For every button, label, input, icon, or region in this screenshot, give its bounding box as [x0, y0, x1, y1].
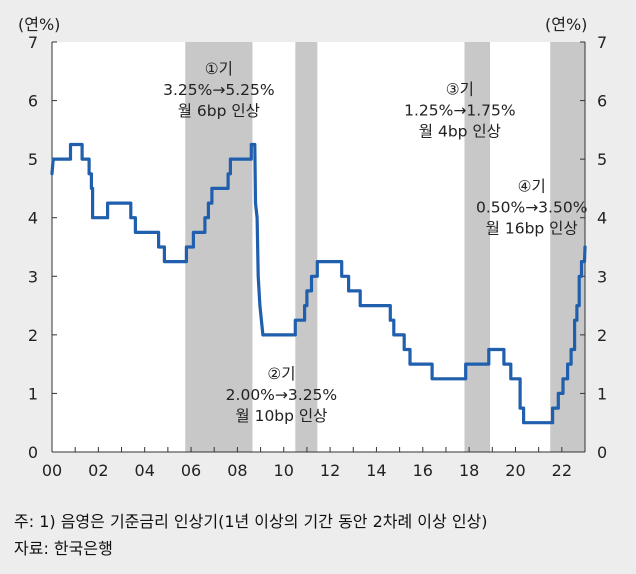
plot-area	[52, 42, 585, 452]
y-tick-label-right: 1	[597, 384, 607, 403]
annotation: ①기 3.25%→5.25% 월 6bp 인상	[163, 60, 274, 120]
annotation-line: ②기	[267, 365, 295, 383]
x-tick-label: 10	[274, 461, 294, 480]
annotation-line: 0.50%→3.50%	[476, 198, 587, 216]
y-tick-label-left: 6	[28, 92, 38, 111]
y-tick-label-right: 5	[597, 150, 607, 169]
x-tick-label: 08	[227, 461, 247, 480]
y-tick-label-left: 5	[28, 150, 38, 169]
annotation-line: 월 10bp 인상	[235, 407, 327, 425]
line-chart: 0 01 12 23 34 45 56 67 700 02 04 06 08 10 12 14 16 18 20 22…	[18, 15, 607, 480]
y-unit-label-left: (연%)	[18, 15, 60, 34]
y-tick-label-left: 4	[28, 209, 38, 228]
x-tick-label: 16	[413, 461, 433, 480]
shaded-period	[464, 42, 490, 452]
shaded-period	[295, 42, 318, 452]
annotation-line: 월 4bp 인상	[419, 123, 501, 141]
shaded-period	[550, 42, 585, 452]
y-tick-label-right: 6	[597, 92, 607, 111]
x-tick-label: 12	[320, 461, 340, 480]
annotation: ②기 2.00%→3.25% 월 10bp 인상	[226, 365, 337, 425]
annotation-line: 3.25%→5.25%	[163, 81, 274, 99]
y-tick-label-left: 7	[28, 33, 38, 52]
y-tick-label-right: 2	[597, 326, 607, 345]
x-tick-label: 00	[42, 461, 62, 480]
y-tick-label-right: 3	[597, 267, 607, 286]
footnote: 주: 1) 음영은 기준금리 인상기(1년 이상의 기간 동안 2차례 이상 인…	[14, 512, 488, 531]
x-tick-label: 22	[552, 461, 572, 480]
annotation: ③기 1.25%→1.75% 월 4bp 인상	[404, 81, 515, 141]
x-tick-label: 20	[505, 461, 525, 480]
annotation-line: 월 16bp 인상	[486, 219, 578, 237]
y-tick-label-left: 0	[28, 443, 38, 462]
annotation: ④기 0.50%→3.50% 월 16bp 인상	[476, 177, 587, 237]
y-tick-label-left: 1	[28, 384, 38, 403]
y-tick-label-left: 2	[28, 326, 38, 345]
y-tick-label-right: 4	[597, 209, 607, 228]
y-unit-label-right: (연%)	[545, 15, 587, 34]
x-tick-label: 04	[135, 461, 155, 480]
annotation-line: ③기	[446, 81, 474, 99]
x-tick-label: 02	[88, 461, 108, 480]
annotation-line: ④기	[518, 177, 546, 195]
annotation-line: 월 6bp 인상	[178, 102, 260, 120]
annotation-line: 2.00%→3.25%	[226, 386, 337, 404]
x-tick-label: 18	[459, 461, 479, 480]
y-tick-label-right: 0	[597, 443, 607, 462]
y-tick-label-left: 3	[28, 267, 38, 286]
annotation-line: 1.25%→1.75%	[404, 102, 515, 120]
shaded-period	[185, 42, 253, 452]
annotation-line: ①기	[205, 60, 233, 78]
x-tick-label: 06	[181, 461, 201, 480]
series-line	[50, 142, 587, 425]
y-tick-label-right: 7	[597, 33, 607, 52]
source-note: 자료: 한국은행	[14, 539, 113, 558]
x-tick-label: 14	[366, 461, 386, 480]
